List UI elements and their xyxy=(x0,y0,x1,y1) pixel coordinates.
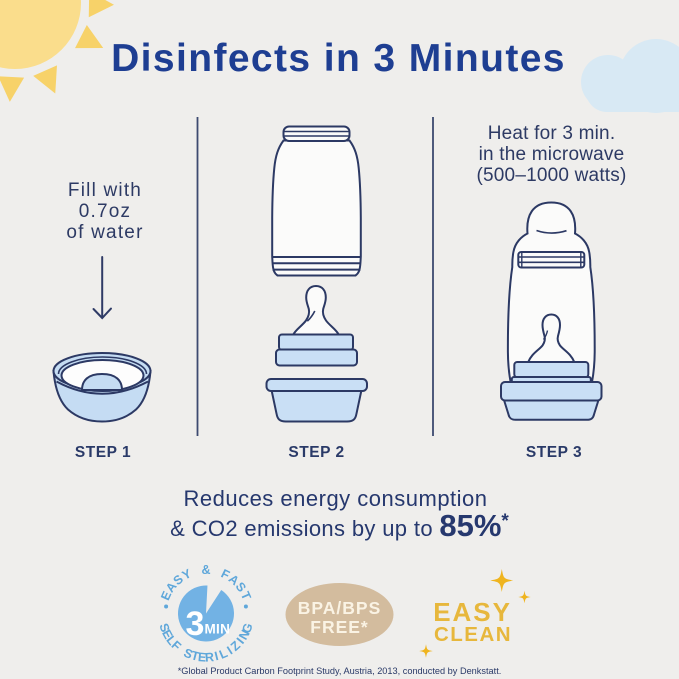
svg-text:G: G xyxy=(239,621,255,635)
svg-text:3: 3 xyxy=(186,605,205,643)
svg-text:T: T xyxy=(190,648,201,664)
svg-text:I: I xyxy=(225,644,235,658)
svg-text:I: I xyxy=(213,649,220,663)
svg-text:&: & xyxy=(201,563,210,577)
svg-text:MIN: MIN xyxy=(205,622,231,637)
svg-text:R: R xyxy=(204,650,214,665)
svg-text:I: I xyxy=(234,635,247,646)
svg-text:E: E xyxy=(197,650,207,665)
